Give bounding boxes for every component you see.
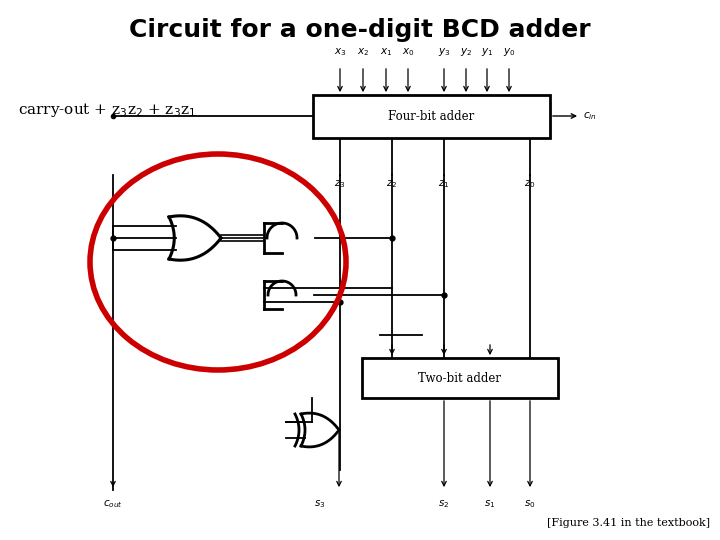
Text: $z_0$: $z_0$ <box>524 178 536 190</box>
Text: Four-bit adder: Four-bit adder <box>388 110 474 123</box>
Text: $x_0$: $x_0$ <box>402 46 414 58</box>
Text: $x_2$: $x_2$ <box>357 46 369 58</box>
Text: $x_3$: $x_3$ <box>334 46 346 58</box>
Text: $s_1$: $s_1$ <box>485 498 495 510</box>
Text: carry-out + z$_3$z$_2$ + z$_3$z$_1$: carry-out + z$_3$z$_2$ + z$_3$z$_1$ <box>18 101 197 119</box>
Text: $y_0$: $y_0$ <box>503 46 516 58</box>
Text: $z_3$: $z_3$ <box>334 178 346 190</box>
Text: $c_{in}$: $c_{in}$ <box>583 110 597 122</box>
Text: Circuit for a one-digit BCD adder: Circuit for a one-digit BCD adder <box>129 18 591 42</box>
Text: $z_2$: $z_2$ <box>387 178 397 190</box>
Text: $s_2$: $s_2$ <box>438 498 449 510</box>
Bar <box>362 358 558 398</box>
Text: $y_2$: $y_2$ <box>460 46 472 58</box>
Text: $c_{out}$: $c_{out}$ <box>103 498 123 510</box>
Text: $s_0$: $s_0$ <box>524 498 536 510</box>
Text: $s_3$: $s_3$ <box>314 498 325 510</box>
Text: Two-bit adder: Two-bit adder <box>418 372 502 384</box>
Text: $z_1$: $z_1$ <box>438 178 450 190</box>
Text: [Figure 3.41 in the textbook]: [Figure 3.41 in the textbook] <box>547 518 710 528</box>
Text: $y_3$: $y_3$ <box>438 46 450 58</box>
Text: $y_1$: $y_1$ <box>481 46 493 58</box>
Bar <box>313 95 550 138</box>
Text: $x_1$: $x_1$ <box>380 46 392 58</box>
